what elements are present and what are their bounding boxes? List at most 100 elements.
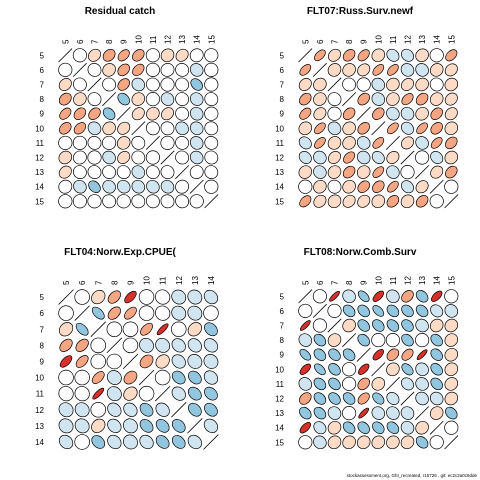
correlation-ellipse [88, 48, 101, 62]
correlation-ellipse [160, 77, 175, 92]
correlation-ellipse [102, 48, 116, 62]
correlation-ellipse [187, 305, 203, 321]
correlation-ellipse [299, 64, 312, 76]
correlation-ellipse [116, 165, 131, 180]
col-tick-label: 11 [389, 35, 398, 44]
correlation-ellipse [415, 391, 429, 406]
correlation-ellipse [175, 92, 190, 107]
row-tick-label: 10 [35, 124, 44, 133]
correlation-ellipse [342, 49, 356, 62]
correlation-ellipse [429, 194, 444, 209]
correlation-ellipse [204, 322, 218, 337]
correlation-ellipse [123, 434, 138, 450]
diagonal-mark [429, 420, 444, 435]
row-tick-label: 7 [280, 81, 285, 90]
correlation-ellipse [372, 107, 385, 120]
correlation-ellipse [58, 322, 74, 337]
diagonal-mark [189, 179, 204, 194]
correlation-ellipse [357, 290, 370, 303]
correlation-ellipse [356, 165, 371, 179]
correlation-ellipse [372, 392, 385, 405]
panel-title: Residual catch [85, 6, 156, 17]
row-tick-label: 14 [35, 183, 44, 192]
correlation-ellipse [102, 150, 116, 165]
correlation-ellipse [132, 49, 145, 62]
row-tick-label: 5 [280, 51, 285, 60]
correlation-ellipse [313, 348, 327, 361]
correlation-ellipse [415, 92, 429, 106]
correlation-ellipse [415, 436, 429, 449]
correlation-ellipse [102, 63, 116, 77]
correlation-ellipse [160, 92, 175, 106]
correlation-ellipse [124, 306, 137, 320]
correlation-ellipse [145, 48, 160, 63]
correlation-ellipse [328, 392, 341, 405]
correlation-ellipse [430, 333, 443, 347]
correlation-ellipse [415, 304, 429, 318]
correlation-ellipse [342, 362, 357, 377]
correlation-ellipse [342, 289, 356, 304]
correlation-ellipse [299, 107, 312, 120]
panel-title: FLT04:Norw.Exp.CPUE( [64, 247, 176, 258]
correlation-ellipse [299, 406, 312, 420]
correlation-ellipse [75, 355, 89, 368]
correlation-ellipse [430, 137, 443, 149]
correlation-ellipse [401, 180, 414, 194]
correlation-ellipse [73, 122, 87, 135]
correlation-ellipse [401, 290, 414, 303]
correlation-ellipse [58, 135, 73, 150]
correlation-ellipse [444, 92, 458, 106]
correlation-ellipse [145, 92, 160, 107]
correlation-ellipse [131, 194, 146, 209]
correlation-ellipse [372, 180, 385, 193]
correlation-ellipse [415, 333, 430, 348]
diagonal-mark [429, 179, 444, 194]
correlation-ellipse [429, 77, 444, 92]
correlation-ellipse [189, 63, 204, 77]
correlation-ellipse [356, 435, 371, 450]
correlation-ellipse [298, 333, 313, 347]
correlation-ellipse [356, 150, 371, 165]
diagonal-mark [415, 406, 430, 421]
correlation-ellipse [357, 392, 370, 405]
correlation-ellipse [203, 370, 219, 385]
correlation-ellipse [299, 92, 312, 106]
correlation-ellipse [328, 377, 341, 391]
row-tick-label: 7 [40, 325, 45, 334]
correlation-ellipse [313, 150, 327, 165]
correlation-ellipse [107, 402, 122, 417]
row-tick-label: 11 [36, 139, 45, 148]
diagonal-mark [122, 353, 139, 370]
correlation-ellipse [314, 49, 326, 62]
correlation-ellipse [123, 370, 138, 385]
diagonal-mark [160, 150, 175, 165]
correlation-ellipse [155, 435, 170, 449]
diagonal-mark [356, 106, 371, 121]
correlation-ellipse [189, 165, 204, 180]
correlation-ellipse [357, 63, 371, 77]
diagonal-mark [74, 305, 90, 321]
correlation-ellipse [146, 179, 160, 194]
correlation-ellipse [154, 369, 171, 386]
correlation-ellipse [401, 93, 414, 106]
correlation-ellipse [342, 435, 356, 450]
diagonal-mark [102, 92, 117, 107]
correlation-ellipse [444, 333, 459, 347]
col-tick-label: 6 [78, 280, 87, 285]
correlation-ellipse [429, 318, 444, 333]
correlation-ellipse [116, 179, 131, 194]
correlation-ellipse [139, 419, 154, 433]
correlation-ellipse [131, 107, 145, 121]
correlation-ellipse [342, 392, 356, 405]
correlation-ellipse [123, 386, 138, 401]
correlation-ellipse [203, 338, 219, 353]
correlation-ellipse [88, 180, 101, 193]
correlation-ellipse [401, 377, 414, 391]
correlation-ellipse [444, 150, 459, 165]
correlation-ellipse [372, 137, 385, 149]
correlation-ellipse [155, 289, 171, 305]
correlation-ellipse [327, 92, 342, 107]
col-tick-label: 9 [360, 280, 369, 285]
correlation-ellipse [131, 92, 146, 106]
correlation-ellipse [400, 165, 415, 180]
